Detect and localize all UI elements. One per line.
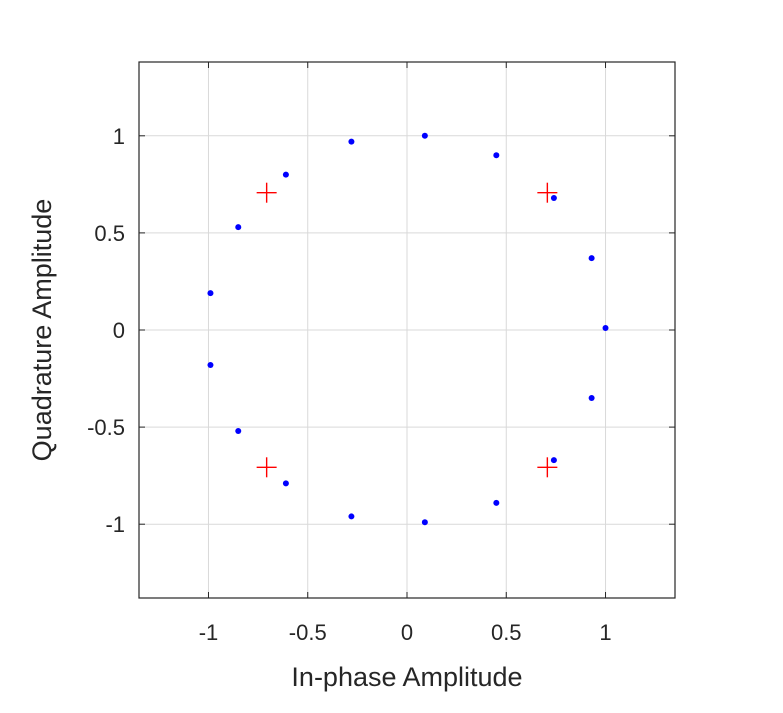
signal-point: [207, 361, 214, 368]
x-tick-label: 0: [401, 620, 413, 645]
grid-lines: [139, 62, 675, 598]
signal-point: [588, 255, 595, 262]
x-tick-label: -0.5: [289, 620, 327, 645]
tick-labels: -1 -0.5 0 0.5 1 1 0.5 0 -0.5 -1: [87, 62, 675, 645]
reference-point: [256, 457, 277, 478]
y-tick-label: 1: [113, 124, 125, 149]
y-tick-label: 0.5: [94, 221, 125, 246]
reference-point: [537, 457, 558, 478]
y-tick-label: -1: [105, 512, 125, 537]
y-tick-label: -0.5: [87, 415, 125, 440]
reference-point: [537, 182, 558, 203]
x-axis-title: In-phase Amplitude: [291, 662, 522, 692]
x-tick-label: 1: [599, 620, 611, 645]
signal-point: [493, 499, 500, 506]
signal-point: [282, 171, 289, 178]
y-axis-title: Quadrature Amplitude: [27, 199, 57, 462]
signal-point: [348, 513, 355, 520]
signal-point: [550, 194, 557, 201]
reference-point: [256, 182, 277, 203]
x-tick-label: 0.5: [491, 620, 522, 645]
y-tick-label: 0: [113, 318, 125, 343]
signal-point: [421, 132, 428, 139]
signal-point: [282, 480, 289, 487]
signal-point: [348, 138, 355, 145]
signal-point: [421, 519, 428, 526]
signal-point: [235, 427, 242, 434]
signal-point: [602, 325, 609, 332]
signal-point: [235, 224, 242, 231]
x-tick-label: -1: [199, 620, 219, 645]
data-marks: [207, 132, 609, 526]
signal-point: [588, 394, 595, 401]
signal-point: [550, 457, 557, 464]
signal-point: [493, 152, 500, 159]
signal-point: [207, 290, 214, 297]
